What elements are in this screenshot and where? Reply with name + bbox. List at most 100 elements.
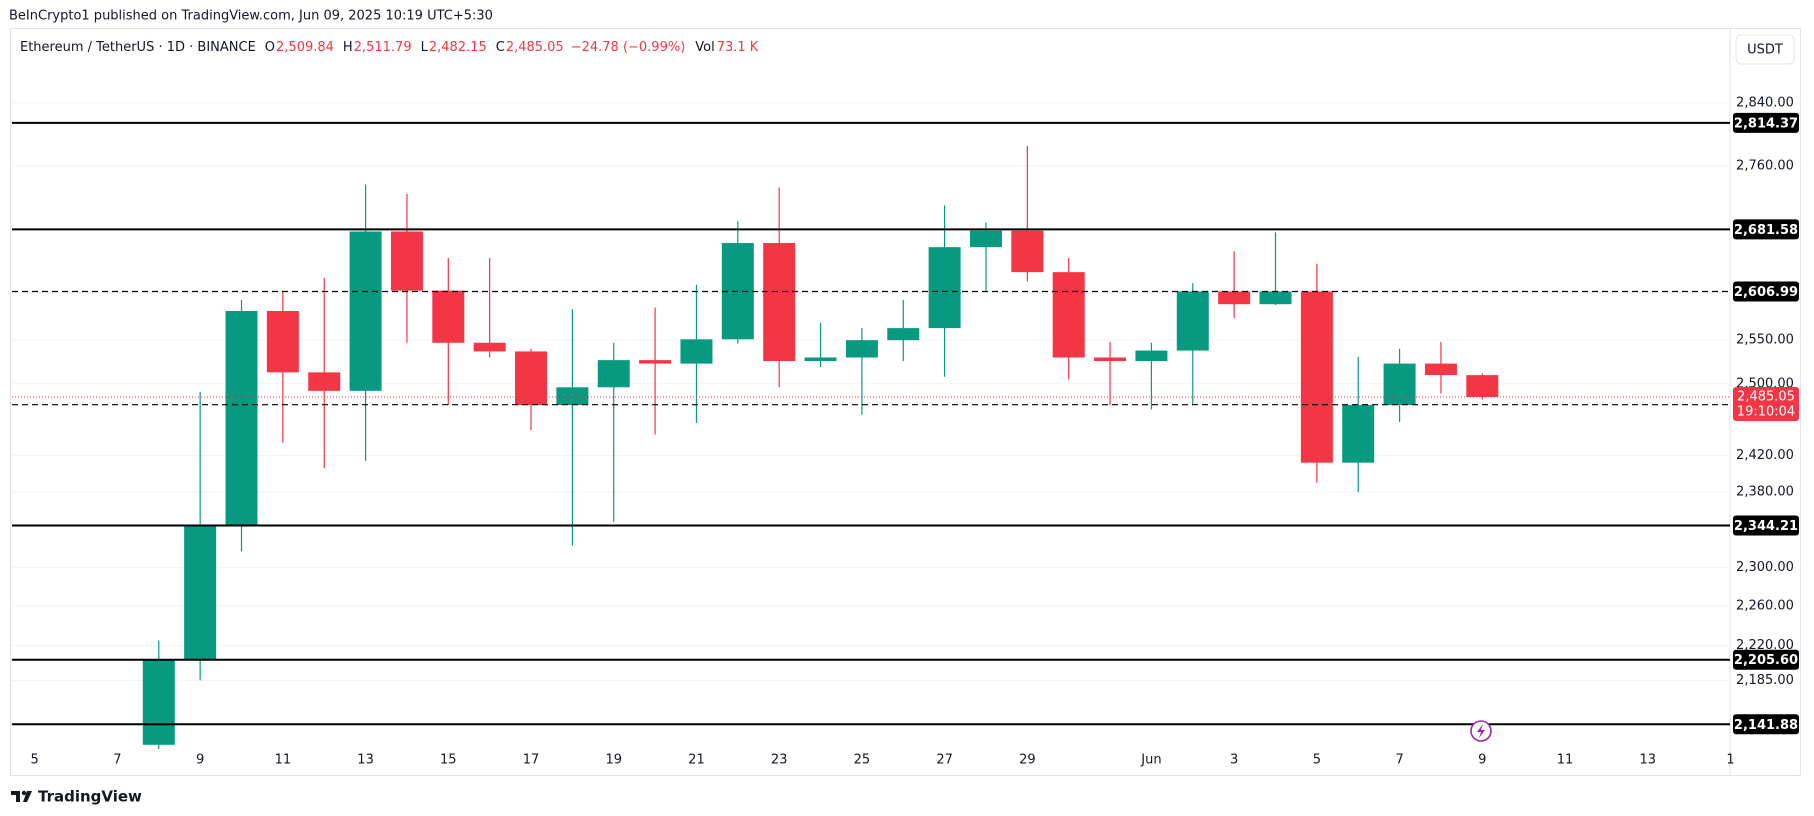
candle-body — [308, 372, 341, 391]
level-tag — [1733, 714, 1799, 735]
last-price-label: 2,485.05 — [1737, 389, 1795, 404]
brand: TradingView — [38, 788, 142, 806]
y-tick-label: 2,840.00 — [1736, 95, 1794, 110]
x-tick-label: 11 — [1557, 753, 1574, 768]
candle-body — [515, 351, 548, 406]
y-tick-label: 2,760.00 — [1736, 158, 1794, 173]
candle-body — [225, 310, 258, 526]
candle-body — [1218, 291, 1251, 305]
x-tick-label: Jun — [1140, 753, 1161, 768]
logo-mark — [23, 791, 32, 802]
candle-body — [887, 328, 920, 341]
level-tag — [1733, 112, 1799, 133]
x-tick-label: 1 — [1726, 753, 1734, 768]
legend-item: L — [421, 40, 429, 55]
candle-body — [1259, 291, 1292, 305]
x-tick-label: 27 — [936, 753, 953, 768]
symbol-legend: Ethereum / TetherUS · 1D · BINANCE O2,509… — [20, 40, 759, 55]
y-tick-label: 2,220.00 — [1736, 638, 1794, 653]
legend-item: 2,511.79 — [354, 40, 412, 55]
candle-body — [1466, 375, 1499, 397]
legend-item: H — [343, 40, 353, 55]
level-tag — [1733, 219, 1799, 240]
y-tick-label: 2,300.00 — [1736, 560, 1794, 575]
legend-item: −24.78 (−0.99%) — [571, 40, 686, 55]
level-tag — [1733, 515, 1799, 536]
brand-logo — [11, 790, 32, 802]
legend-item: Vol — [695, 40, 714, 55]
candle-body — [1135, 350, 1168, 361]
x-tick-label: 25 — [854, 753, 871, 768]
x-tick-label: 7 — [113, 753, 121, 768]
candle-body — [597, 360, 630, 388]
publisher: BeInCrypto1 published on TradingView.com… — [9, 9, 493, 24]
level-label: 2,344.21 — [1734, 519, 1798, 534]
legend-item: 73.1 K — [717, 40, 759, 55]
x-tick-label: 9 — [196, 753, 204, 768]
x-tick-label: 5 — [31, 753, 39, 768]
candle-body — [556, 387, 589, 406]
candle-body — [1094, 357, 1127, 361]
last-price-countdown: 19:10:04 — [1737, 404, 1795, 419]
candle-body — [266, 310, 299, 373]
event-icon-bolt — [1477, 724, 1485, 738]
chart-frame — [10, 28, 1801, 776]
candle-body — [184, 525, 217, 660]
candle-body — [680, 339, 713, 364]
candle-body — [349, 231, 382, 391]
x-tick-label: 5 — [1313, 753, 1321, 768]
candle-body — [804, 357, 837, 361]
level-label: 2,606.99 — [1734, 285, 1798, 300]
legend-item: 2,509.84 — [276, 40, 334, 55]
x-tick-label: 15 — [440, 753, 457, 768]
candle-body — [473, 342, 506, 352]
y-tick-label: 2,550.00 — [1736, 333, 1794, 348]
x-tick-label: 13 — [1639, 753, 1656, 768]
candle-body — [1383, 363, 1416, 406]
candle-body — [1424, 363, 1457, 375]
legend-item: 2,482.15 — [429, 40, 487, 55]
y-tick-label: 2,420.00 — [1736, 448, 1794, 463]
candle-body — [1052, 272, 1085, 358]
logo-mark — [11, 791, 20, 802]
last-price-tag — [1733, 386, 1799, 421]
y-tick-label: 2,380.00 — [1736, 485, 1794, 500]
candle-body — [639, 360, 672, 364]
plot: 2,840.002,760.002,550.002,500.002,420.00… — [12, 95, 1799, 768]
logo-dot — [21, 790, 27, 796]
candle-body — [969, 230, 1002, 248]
x-tick-label: 19 — [605, 753, 622, 768]
currency[interactable]: USDT — [1747, 43, 1783, 58]
level-label: 2,141.88 — [1734, 718, 1798, 733]
candle-body — [763, 243, 796, 361]
legend-item: O — [265, 40, 275, 55]
candle-body — [928, 247, 961, 329]
y-tick-label: 2,260.00 — [1736, 599, 1794, 614]
candle-body — [1176, 291, 1209, 351]
currency-button[interactable] — [1735, 34, 1795, 65]
level-label: 2,205.60 — [1734, 653, 1798, 668]
candle-body — [845, 340, 878, 358]
x-tick-label: 23 — [771, 753, 788, 768]
legend-item: C — [496, 40, 505, 55]
x-tick-label: 11 — [275, 753, 292, 768]
candle-body — [1300, 291, 1333, 463]
x-tick-label: 21 — [688, 753, 705, 768]
candle-body — [1342, 405, 1375, 463]
candle-body — [390, 231, 423, 291]
x-tick-label: 7 — [1395, 753, 1403, 768]
level-tag — [1733, 649, 1799, 670]
level-tag — [1733, 281, 1799, 302]
x-tick-label: 29 — [1019, 753, 1036, 768]
y-tick-label: 2,185.00 — [1736, 673, 1794, 688]
legend-item: Ethereum / TetherUS · 1D · BINANCE — [20, 40, 256, 55]
level-label: 2,681.58 — [1734, 223, 1798, 238]
x-tick-label: 9 — [1478, 753, 1486, 768]
legend-item: 2,485.05 — [506, 40, 564, 55]
candle-body — [1011, 230, 1044, 273]
level-label: 2,814.37 — [1734, 116, 1798, 131]
candle-body — [432, 290, 465, 343]
x-tick-label: 13 — [357, 753, 374, 768]
x-tick-label: 17 — [523, 753, 540, 768]
